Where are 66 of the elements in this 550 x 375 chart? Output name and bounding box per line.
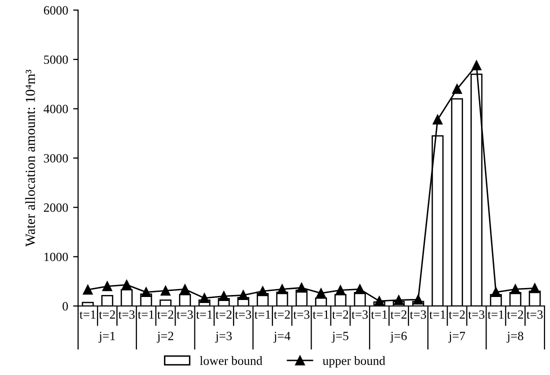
x-tick-label: t=3 <box>526 310 543 319</box>
x-tick-label: t=1 <box>488 310 504 319</box>
text: j=4 <box>273 332 290 343</box>
point <box>102 281 112 292</box>
point <box>180 284 190 294</box>
point <box>432 114 442 124</box>
y-axis-title: Water allocation amount: 10⁴m³ <box>25 70 36 247</box>
x-tick-label: t=1 <box>371 310 387 319</box>
point <box>472 60 482 70</box>
x-tick-label: t=3 <box>410 310 426 319</box>
text: j=7 <box>448 332 466 343</box>
x-tick-label: t=1 <box>138 310 154 319</box>
point <box>355 284 365 294</box>
x-tick-label: t=2 <box>216 310 232 319</box>
x-tick-label: t=2 <box>274 310 290 319</box>
legend-label: upper bound <box>322 356 386 368</box>
text: j=1 <box>98 332 115 343</box>
x-tick-label: t=2 <box>98 310 115 319</box>
text: j=8 <box>506 332 524 343</box>
y-tick-label: 1000 <box>44 252 68 262</box>
point <box>394 295 404 305</box>
point <box>316 288 326 298</box>
x-tick-label: t=3 <box>118 310 135 319</box>
legend-label: lower bound <box>200 356 262 365</box>
x-tick-label: t=2 <box>157 310 174 319</box>
point <box>452 84 462 94</box>
point <box>122 280 132 290</box>
point <box>218 291 229 301</box>
x-tick-label: t=3 <box>468 310 484 319</box>
y-tick-label: 4000 <box>44 104 68 114</box>
y-tick-label: 5000 <box>44 55 68 64</box>
y-tick-label: 2000 <box>44 203 68 212</box>
x-tick-label: t=1 <box>196 310 212 319</box>
x-tick-label: t=3 <box>176 310 193 319</box>
x-tick-label: t=1 <box>429 310 446 319</box>
point <box>413 294 424 304</box>
text: j=5 <box>332 332 348 343</box>
point <box>296 282 306 293</box>
text: j=2 <box>156 332 174 343</box>
point <box>491 287 501 298</box>
x-tick-label: t=1 <box>254 310 270 319</box>
x-tick-label: t=3 <box>352 310 368 319</box>
x-tick-label: t=3 <box>235 310 252 319</box>
x-tick-label: t=2 <box>507 310 524 319</box>
y-tick-label: 3000 <box>44 154 68 163</box>
text: j=3 <box>215 332 232 343</box>
point <box>160 286 170 296</box>
x-tick-label: t=3 <box>293 310 310 319</box>
point <box>141 287 151 298</box>
point <box>510 284 520 294</box>
point <box>530 283 540 294</box>
x-tick-label: t=2 <box>448 310 465 319</box>
x-tick-label: t=1 <box>312 310 329 319</box>
point <box>258 286 268 296</box>
y-tick-label: 0 <box>62 302 68 310</box>
y-tick-label: 6000 <box>44 6 68 15</box>
point <box>238 290 248 300</box>
point <box>336 285 346 296</box>
x-tick-label: t=2 <box>332 310 348 319</box>
point <box>374 296 384 306</box>
point <box>200 293 210 303</box>
x-tick-label: t=2 <box>390 310 406 319</box>
point <box>277 284 288 294</box>
point <box>82 284 93 295</box>
x-tick-label: t=1 <box>80 310 96 319</box>
text: j=6 <box>390 332 407 343</box>
